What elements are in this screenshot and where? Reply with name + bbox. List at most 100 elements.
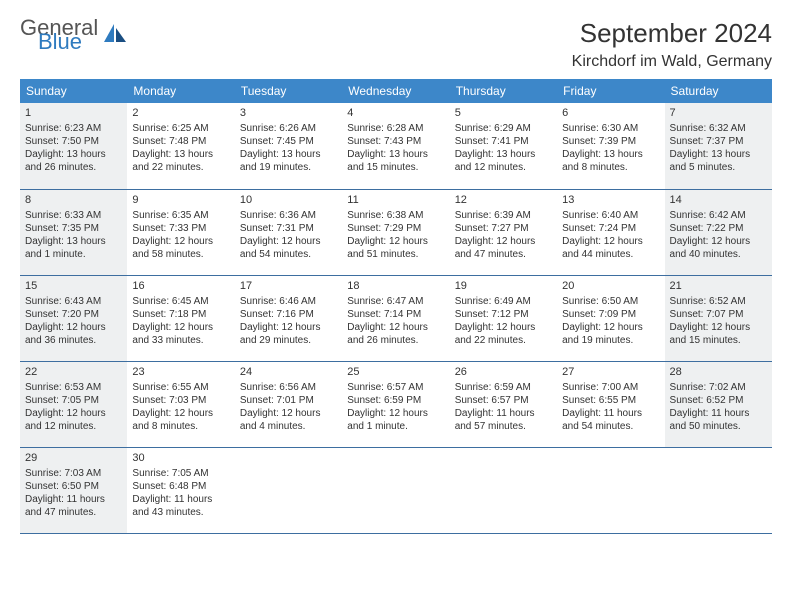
page: General Blue September 2024 Kirchdorf im…	[0, 0, 792, 552]
day-number: 5	[455, 106, 552, 120]
daylight-text: and 1 minute.	[25, 248, 122, 261]
daylight-text: and 19 minutes.	[240, 161, 337, 174]
sunset-text: Sunset: 7:22 PM	[670, 222, 767, 235]
weekday-header: Monday	[127, 79, 234, 103]
sunrise-text: Sunrise: 6:59 AM	[455, 381, 552, 394]
daylight-text: and 43 minutes.	[132, 506, 229, 519]
sunset-text: Sunset: 7:39 PM	[562, 135, 659, 148]
daylight-text: Daylight: 11 hours	[670, 407, 767, 420]
daylight-text: Daylight: 12 hours	[132, 235, 229, 248]
sunset-text: Sunset: 6:50 PM	[25, 480, 122, 493]
daylight-text: Daylight: 13 hours	[562, 148, 659, 161]
calendar-cell: 24Sunrise: 6:56 AMSunset: 7:01 PMDayligh…	[235, 361, 342, 447]
sunrise-text: Sunrise: 7:03 AM	[25, 467, 122, 480]
daylight-text: Daylight: 12 hours	[562, 321, 659, 334]
sunset-text: Sunset: 7:27 PM	[455, 222, 552, 235]
sunset-text: Sunset: 7:50 PM	[25, 135, 122, 148]
daylight-text: Daylight: 12 hours	[25, 407, 122, 420]
daylight-text: Daylight: 12 hours	[455, 321, 552, 334]
sunrise-text: Sunrise: 6:50 AM	[562, 295, 659, 308]
weekday-header: Tuesday	[235, 79, 342, 103]
calendar-cell: 19Sunrise: 6:49 AMSunset: 7:12 PMDayligh…	[450, 275, 557, 361]
daylight-text: and 19 minutes.	[562, 334, 659, 347]
daylight-text: Daylight: 13 hours	[25, 235, 122, 248]
calendar-cell: 27Sunrise: 7:00 AMSunset: 6:55 PMDayligh…	[557, 361, 664, 447]
sunset-text: Sunset: 6:48 PM	[132, 480, 229, 493]
sunrise-text: Sunrise: 6:38 AM	[347, 209, 444, 222]
calendar-cell: 1Sunrise: 6:23 AMSunset: 7:50 PMDaylight…	[20, 103, 127, 189]
sunset-text: Sunset: 7:41 PM	[455, 135, 552, 148]
calendar-row: 8Sunrise: 6:33 AMSunset: 7:35 PMDaylight…	[20, 189, 772, 275]
daylight-text: and 50 minutes.	[670, 420, 767, 433]
sunset-text: Sunset: 7:29 PM	[347, 222, 444, 235]
calendar-row: 29Sunrise: 7:03 AMSunset: 6:50 PMDayligh…	[20, 447, 772, 533]
page-title: September 2024	[572, 18, 772, 49]
sunrise-text: Sunrise: 6:23 AM	[25, 122, 122, 135]
sunrise-text: Sunrise: 6:30 AM	[562, 122, 659, 135]
calendar-cell: 13Sunrise: 6:40 AMSunset: 7:24 PMDayligh…	[557, 189, 664, 275]
sunset-text: Sunset: 7:16 PM	[240, 308, 337, 321]
sunset-text: Sunset: 7:09 PM	[562, 308, 659, 321]
day-number: 13	[562, 193, 659, 207]
day-number: 11	[347, 193, 444, 207]
sunrise-text: Sunrise: 6:56 AM	[240, 381, 337, 394]
daylight-text: and 44 minutes.	[562, 248, 659, 261]
sunset-text: Sunset: 7:37 PM	[670, 135, 767, 148]
sunrise-text: Sunrise: 7:00 AM	[562, 381, 659, 394]
weekday-header: Friday	[557, 79, 664, 103]
daylight-text: Daylight: 12 hours	[347, 235, 444, 248]
day-number: 9	[132, 193, 229, 207]
daylight-text: and 57 minutes.	[455, 420, 552, 433]
sunrise-text: Sunrise: 6:26 AM	[240, 122, 337, 135]
daylight-text: and 4 minutes.	[240, 420, 337, 433]
daylight-text: Daylight: 13 hours	[25, 148, 122, 161]
calendar-cell: 16Sunrise: 6:45 AMSunset: 7:18 PMDayligh…	[127, 275, 234, 361]
daylight-text: and 29 minutes.	[240, 334, 337, 347]
calendar-cell: 9Sunrise: 6:35 AMSunset: 7:33 PMDaylight…	[127, 189, 234, 275]
calendar-cell: 17Sunrise: 6:46 AMSunset: 7:16 PMDayligh…	[235, 275, 342, 361]
weekday-header: Thursday	[450, 79, 557, 103]
daylight-text: and 36 minutes.	[25, 334, 122, 347]
daylight-text: and 26 minutes.	[25, 161, 122, 174]
sunrise-text: Sunrise: 6:35 AM	[132, 209, 229, 222]
daylight-text: and 40 minutes.	[670, 248, 767, 261]
sunset-text: Sunset: 7:05 PM	[25, 394, 122, 407]
sunset-text: Sunset: 7:20 PM	[25, 308, 122, 321]
sunrise-text: Sunrise: 6:49 AM	[455, 295, 552, 308]
daylight-text: Daylight: 12 hours	[240, 321, 337, 334]
day-number: 29	[25, 451, 122, 465]
calendar-row: 1Sunrise: 6:23 AMSunset: 7:50 PMDaylight…	[20, 103, 772, 189]
day-number: 30	[132, 451, 229, 465]
calendar-cell	[235, 447, 342, 533]
sunset-text: Sunset: 7:31 PM	[240, 222, 337, 235]
daylight-text: Daylight: 12 hours	[347, 321, 444, 334]
daylight-text: and 54 minutes.	[240, 248, 337, 261]
sunrise-text: Sunrise: 6:55 AM	[132, 381, 229, 394]
sunset-text: Sunset: 7:43 PM	[347, 135, 444, 148]
daylight-text: Daylight: 11 hours	[25, 493, 122, 506]
calendar-cell: 25Sunrise: 6:57 AMSunset: 6:59 PMDayligh…	[342, 361, 449, 447]
daylight-text: and 15 minutes.	[670, 334, 767, 347]
day-number: 12	[455, 193, 552, 207]
daylight-text: Daylight: 12 hours	[132, 321, 229, 334]
daylight-text: Daylight: 11 hours	[132, 493, 229, 506]
calendar-row: 15Sunrise: 6:43 AMSunset: 7:20 PMDayligh…	[20, 275, 772, 361]
day-number: 17	[240, 279, 337, 293]
calendar-table: Sunday Monday Tuesday Wednesday Thursday…	[20, 79, 772, 534]
day-number: 18	[347, 279, 444, 293]
sunrise-text: Sunrise: 6:42 AM	[670, 209, 767, 222]
daylight-text: and 26 minutes.	[347, 334, 444, 347]
calendar-cell: 30Sunrise: 7:05 AMSunset: 6:48 PMDayligh…	[127, 447, 234, 533]
daylight-text: and 15 minutes.	[347, 161, 444, 174]
daylight-text: Daylight: 12 hours	[132, 407, 229, 420]
weekday-header-row: Sunday Monday Tuesday Wednesday Thursday…	[20, 79, 772, 103]
sunrise-text: Sunrise: 6:52 AM	[670, 295, 767, 308]
sunrise-text: Sunrise: 6:25 AM	[132, 122, 229, 135]
day-number: 28	[670, 365, 767, 379]
daylight-text: Daylight: 12 hours	[25, 321, 122, 334]
sunrise-text: Sunrise: 6:33 AM	[25, 209, 122, 222]
calendar-cell: 10Sunrise: 6:36 AMSunset: 7:31 PMDayligh…	[235, 189, 342, 275]
calendar-cell: 28Sunrise: 7:02 AMSunset: 6:52 PMDayligh…	[665, 361, 772, 447]
page-subtitle: Kirchdorf im Wald, Germany	[572, 53, 772, 71]
day-number: 22	[25, 365, 122, 379]
